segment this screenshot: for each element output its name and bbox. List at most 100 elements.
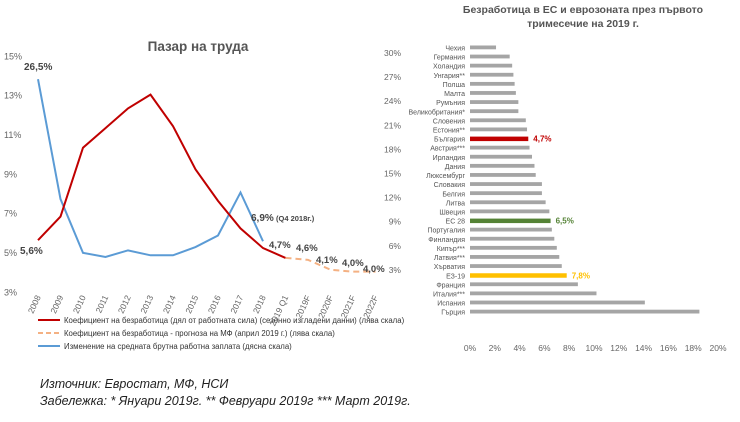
country-label: Хърватия	[434, 264, 465, 271]
secondary-y-tick-label: 21%	[384, 120, 401, 130]
country-label: Финландия	[428, 237, 465, 244]
country-label: Гърция	[441, 310, 465, 317]
country-label: Белгия	[442, 191, 465, 198]
bar	[470, 227, 552, 232]
bar-value-label: 7,8%	[572, 271, 590, 280]
country-label: Франция	[436, 282, 465, 289]
bar	[470, 63, 513, 68]
x-tick-label: 18%	[685, 343, 702, 353]
legend-label: Коефициент на безработица - прогноза на …	[64, 329, 335, 338]
bar	[470, 163, 535, 168]
bar	[470, 100, 519, 104]
country-label: Италия***	[433, 291, 465, 298]
country-label: Словения	[433, 118, 465, 125]
country-label: България	[434, 137, 465, 144]
wage-growth-line	[37, 78, 264, 258]
country-label: Словакия	[434, 182, 466, 189]
x-tick-label: 2012	[116, 293, 133, 315]
x-tick-label: 16%	[660, 343, 677, 353]
bar	[470, 145, 530, 150]
x-tick-label: 10%	[585, 343, 602, 353]
country-label: Кипър***	[437, 246, 465, 253]
country-label: Испания	[437, 301, 465, 308]
bar	[470, 127, 528, 132]
country-label: Полша	[443, 82, 465, 89]
country-label: Латвия***	[434, 255, 465, 262]
x-tick-label: 2009	[48, 293, 65, 315]
data-label-unemp-2008: 5,6%	[20, 246, 43, 257]
x-tick-label: 2018	[251, 293, 268, 315]
x-tick-label: 2017	[228, 293, 245, 315]
eu-unemployment-bar-chart: Безработица в ЕС и еврозоната през първо…	[384, 4, 727, 353]
data-label-forecast-2020: 4,1%	[316, 255, 338, 266]
bar	[470, 182, 542, 186]
country-label: Румъния	[436, 100, 465, 107]
labor-market-chart: Пазар на труда 3% 5% 7% 9% 11% 13% 15% 2008 2009 2…	[4, 39, 405, 351]
bar	[470, 91, 516, 95]
country-label: Естония**	[433, 127, 465, 134]
y-tick-label: 5%	[4, 248, 17, 258]
x-tick-label: 8%	[563, 343, 576, 353]
secondary-y-tick-label: 27%	[384, 72, 401, 82]
legend-label: Коефициент на безработица (дял от работн…	[64, 316, 405, 325]
x-tick-label: 2008	[26, 293, 43, 315]
forecast-line	[285, 256, 376, 273]
bar	[470, 45, 497, 50]
x-tick-label: 2013	[138, 293, 155, 315]
x-tick-label: 20%	[709, 343, 726, 353]
secondary-y-tick-label: 6%	[389, 241, 402, 251]
x-tick-label: 2016	[206, 293, 223, 315]
y-tick-label: 11%	[4, 130, 21, 140]
bar	[470, 136, 529, 142]
x-tick-label: 14%	[635, 343, 652, 353]
x-tick-label: 4%	[513, 343, 526, 353]
bar	[470, 154, 532, 159]
legend-label: Изменение на средната брутна работна зап…	[64, 342, 292, 351]
x-tick-label: 2%	[489, 343, 502, 353]
data-label-wage-2018-note: (Q4 2018г.)	[276, 214, 315, 223]
country-label: Унгария**	[434, 73, 466, 80]
bar	[470, 309, 700, 314]
footer: Източник: Евростат, МФ, НСИ Забележка: *…	[40, 376, 411, 410]
country-label: Люксембург	[426, 172, 465, 180]
data-label-forecast-2019: 4,6%	[296, 243, 318, 254]
country-label: Чехия	[445, 46, 465, 53]
x-tick-label: 2011	[94, 293, 111, 314]
bar	[470, 218, 551, 224]
bar-value-label: 6,5%	[556, 217, 574, 226]
country-label: Швеция	[439, 209, 465, 216]
bar	[470, 282, 578, 287]
country-label: Австрия***	[430, 146, 465, 153]
bar	[470, 300, 645, 305]
bar	[470, 118, 526, 123]
bar	[470, 72, 514, 77]
bar	[470, 273, 567, 278]
x-tick-label: 0%	[464, 343, 477, 353]
source-note: Източник: Евростат, МФ, НСИ	[40, 377, 229, 391]
bar	[470, 191, 542, 196]
data-label-unemp-2019q1: 4,7%	[269, 240, 291, 251]
x-tick-label: 6%	[538, 343, 551, 353]
bar	[470, 173, 536, 177]
x-tick-label: 2014	[161, 293, 178, 315]
bar	[470, 255, 560, 259]
bar	[470, 209, 550, 214]
bar	[470, 81, 515, 86]
secondary-y-tick-label: 15%	[384, 169, 401, 179]
y-tick-label: 15%	[4, 51, 22, 61]
country-label: Ирландия	[433, 155, 466, 162]
chart-title: Пазар на труда	[148, 39, 249, 54]
footnote: Забележка: * Януари 2019г. ** Февруари 2…	[40, 394, 411, 408]
country-label: Холандия	[433, 64, 465, 71]
y-tick-label: 7%	[4, 209, 17, 219]
y-tick-label: 13%	[4, 91, 22, 101]
data-label-forecast-2022: 4,0%	[363, 264, 385, 275]
y-tick-label: 9%	[4, 169, 17, 179]
bar	[470, 236, 555, 241]
country-label: Дания	[445, 164, 465, 171]
country-label: Малта	[444, 91, 465, 98]
secondary-y-tick-label: 3%	[389, 265, 402, 275]
bar	[470, 245, 557, 250]
bar	[470, 200, 546, 205]
